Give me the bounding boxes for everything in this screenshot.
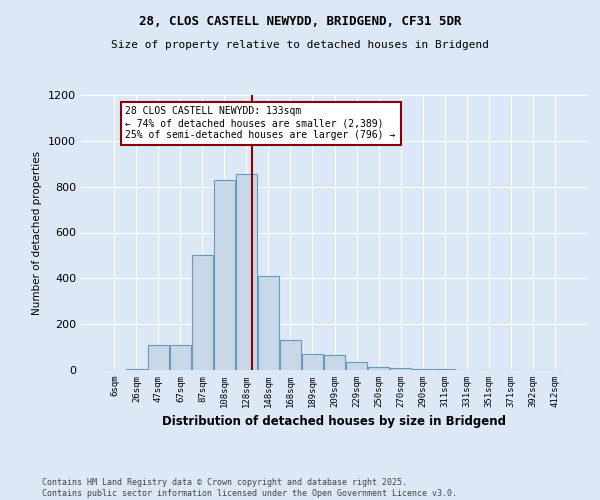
Text: 28, CLOS CASTELL NEWYDD, BRIDGEND, CF31 5DR: 28, CLOS CASTELL NEWYDD, BRIDGEND, CF31 … (139, 15, 461, 28)
Bar (368, 366, 389, 370)
Bar (280, 340, 301, 370)
Bar (236, 174, 257, 370)
Bar (434, 369, 455, 370)
Bar (412, 369, 433, 370)
Bar (346, 362, 367, 370)
Bar (258, 276, 279, 370)
X-axis label: Distribution of detached houses by size in Bridgend: Distribution of detached houses by size … (163, 416, 506, 428)
Bar (390, 368, 411, 370)
Text: Contains HM Land Registry data © Crown copyright and database right 2025.
Contai: Contains HM Land Registry data © Crown c… (42, 478, 457, 498)
Y-axis label: Number of detached properties: Number of detached properties (32, 150, 43, 314)
Bar (324, 355, 345, 370)
Bar (126, 369, 147, 370)
Bar (192, 256, 213, 370)
Bar (170, 345, 191, 370)
Bar (302, 354, 323, 370)
Text: 28 CLOS CASTELL NEWYDD: 133sqm
← 74% of detached houses are smaller (2,389)
25% : 28 CLOS CASTELL NEWYDD: 133sqm ← 74% of … (125, 106, 396, 140)
Bar (148, 345, 169, 370)
Text: Size of property relative to detached houses in Bridgend: Size of property relative to detached ho… (111, 40, 489, 50)
Bar (214, 180, 235, 370)
